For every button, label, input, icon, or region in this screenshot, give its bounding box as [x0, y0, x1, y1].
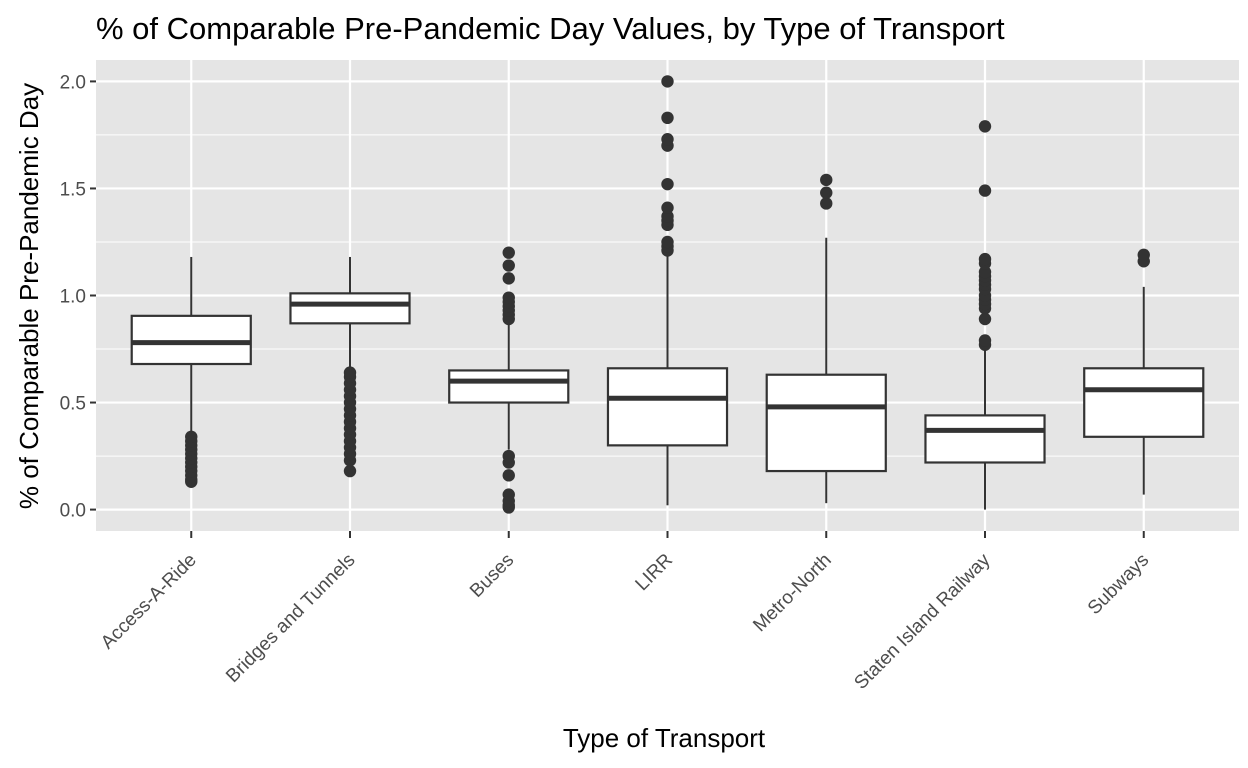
outlier-point: [1137, 248, 1150, 262]
x-tick-label: Metro-North: [749, 550, 836, 637]
y-tick-label: 0.5: [60, 394, 86, 415]
box-metro-north: [765, 173, 887, 504]
x-tick-label: Bridges and Tunnels: [222, 550, 359, 687]
outlier-point: [502, 449, 515, 463]
outlier-point: [502, 469, 515, 482]
y-tick-label: 1.0: [60, 287, 86, 308]
y-axis-title: % of Comparable Pre-Pandemic Day: [14, 83, 44, 509]
outlier-point: [978, 265, 992, 279]
box-bridges-and-tunnels: [289, 256, 411, 478]
outlier-point: [820, 173, 833, 187]
outlier-point: [661, 201, 674, 214]
y-tick-label: 2.0: [60, 72, 86, 93]
box-access-a-ride: [130, 256, 252, 488]
outlier-point: [661, 75, 674, 88]
y-tick-label: 0.0: [60, 501, 86, 522]
outlier-point: [978, 120, 992, 133]
outlier-point: [661, 210, 674, 223]
iqr-box: [765, 373, 887, 473]
outlier-point: [502, 488, 515, 501]
iqr-box: [606, 367, 729, 447]
outlier-point: [343, 366, 357, 379]
box-subways: [1083, 248, 1205, 495]
x-tick-label: Staten Island Railway: [850, 549, 994, 693]
box-lirr: [606, 75, 729, 506]
outlier-point: [502, 291, 515, 304]
outlier-point: [978, 312, 992, 326]
box-buses: [448, 246, 570, 514]
x-axis-title: Type of Transport: [563, 723, 766, 753]
outlier-point: [661, 235, 674, 249]
outlier-point: [661, 111, 674, 125]
outlier-point: [185, 430, 198, 443]
x-tick-label: Access-A-Ride: [97, 550, 201, 654]
outlier-point: [978, 334, 992, 347]
iqr-box: [130, 314, 252, 366]
iqr-box: [1083, 367, 1205, 438]
x-tick-label: Buses: [466, 550, 518, 602]
outlier-point: [502, 259, 515, 272]
outlier-point: [502, 246, 515, 259]
outlier-point: [661, 133, 674, 146]
outlier-point: [978, 184, 992, 197]
iqr-box: [448, 369, 570, 404]
y-tick-label: 1.5: [60, 179, 86, 200]
box-series: [130, 75, 1205, 514]
outlier-point: [820, 197, 833, 210]
outlier-point: [343, 464, 357, 478]
chart-title: % of Comparable Pre-Pandemic Day Values,…: [96, 11, 1005, 46]
box-staten-island-railway: [924, 120, 1046, 510]
outlier-point: [820, 186, 833, 199]
outlier-point: [661, 177, 674, 191]
x-tick-label: Subways: [1084, 550, 1153, 619]
outlier-point: [502, 272, 515, 285]
iqr-box: [924, 414, 1046, 464]
x-tick-label: LIRR: [632, 550, 677, 595]
iqr-box: [289, 292, 411, 325]
outlier-point: [978, 252, 992, 266]
